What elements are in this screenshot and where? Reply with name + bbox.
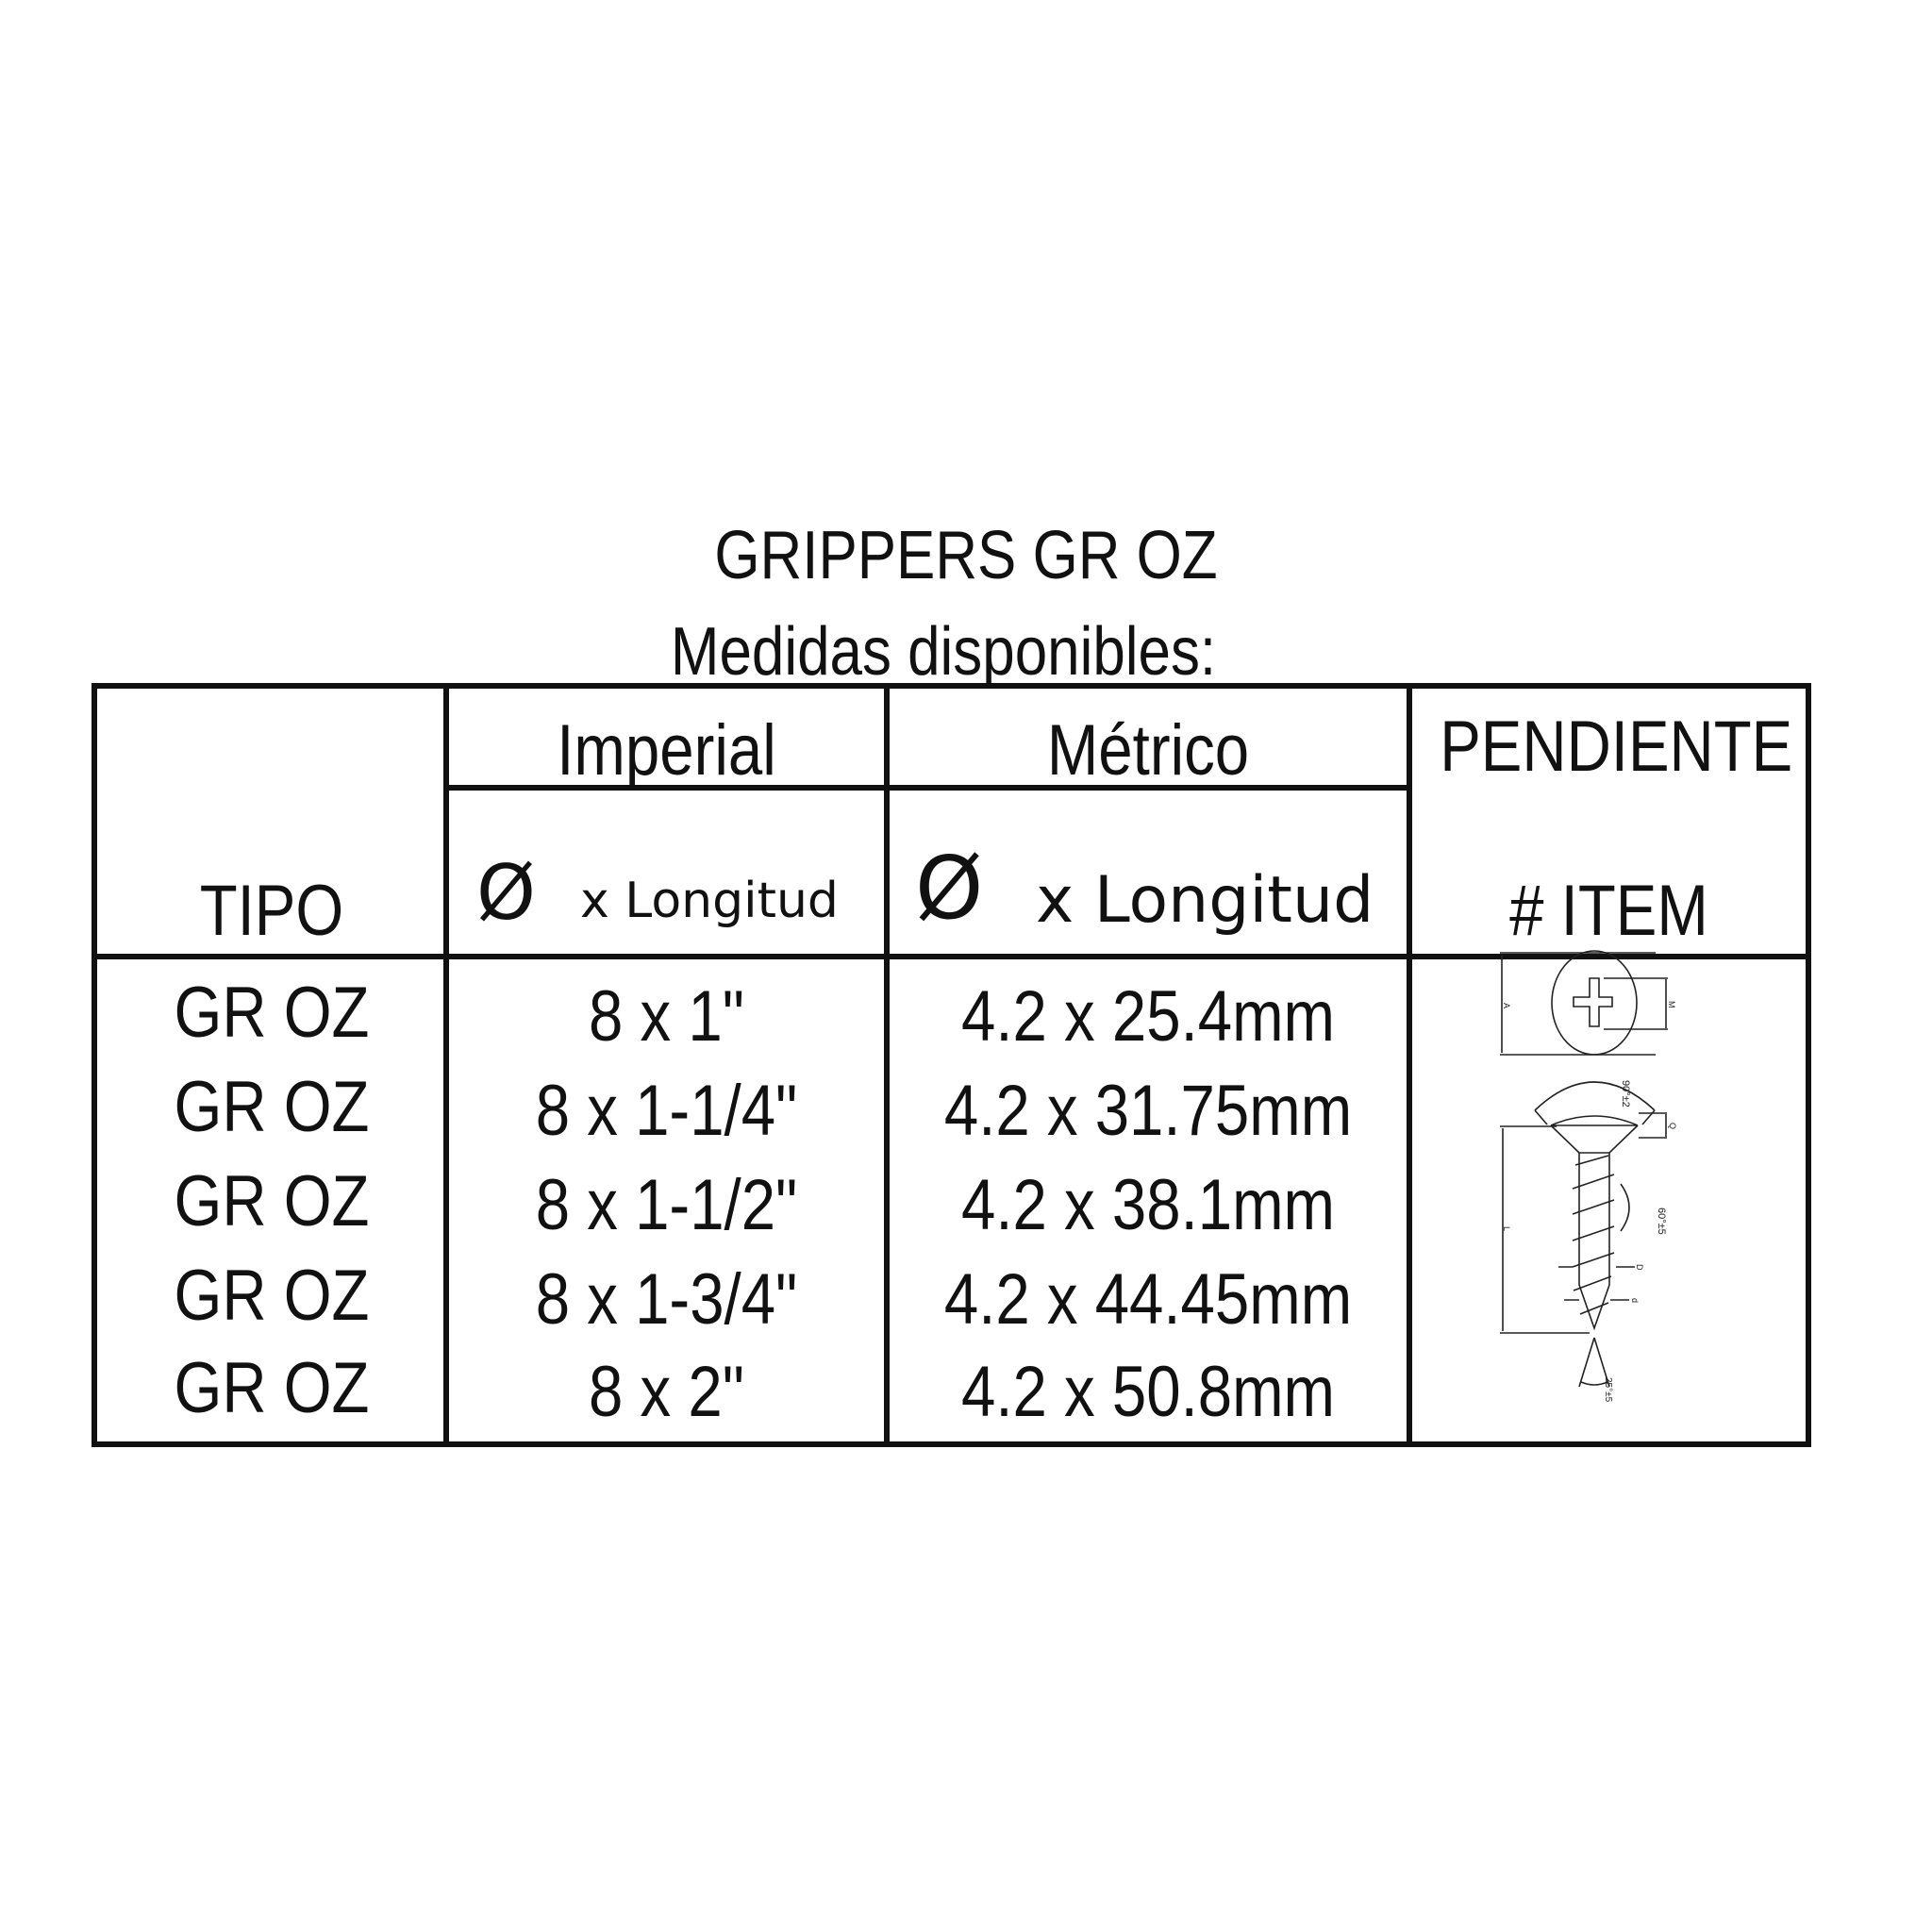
header-imperial-longitud: x Longitud <box>580 873 839 929</box>
table-border-bottom <box>93 1441 1810 1447</box>
table-border-left <box>92 683 97 1447</box>
cell-imperial: 8 x 1-3/4" <box>535 1259 798 1340</box>
label-tip-angle: 25°±5 <box>1603 1377 1613 1403</box>
cell-tipo: GR OZ <box>174 1067 370 1147</box>
cell-imperial: 8 x 1-1/2" <box>535 1165 798 1245</box>
cell-tipo: GR OZ <box>174 1348 370 1428</box>
cell-imperial: 8 x 2" <box>589 1352 744 1432</box>
cell-imperial: 8 x 1-1/4" <box>535 1071 798 1151</box>
label-thread-angle: 60°±5 <box>1656 1208 1667 1235</box>
table-border-right <box>1806 683 1811 1447</box>
subheader-divider <box>446 785 1409 791</box>
header-item: # ITEM <box>1509 871 1708 951</box>
label-a: A <box>1502 1003 1511 1008</box>
header-metrico-longitud: x Longitud <box>1036 863 1374 938</box>
cell-tipo: GR OZ <box>174 1161 370 1241</box>
cell-metrico: 4.2 x 25.4mm <box>961 976 1335 1057</box>
label-d-minor: d <box>1630 1298 1640 1303</box>
label-q: Q <box>1668 1123 1677 1129</box>
header-pendiente: PENDIENTE <box>1440 707 1793 787</box>
diameter-symbol: Ø <box>476 849 536 937</box>
header-metrico: Métrico <box>1046 710 1250 791</box>
cell-metrico: 4.2 x 50.8mm <box>961 1352 1335 1432</box>
page-title: GRIPPERS GR OZ <box>714 518 1218 593</box>
label-m: M <box>1667 1001 1676 1008</box>
cell-tipo: GR OZ <box>174 1256 370 1336</box>
cell-tipo: GR OZ <box>174 973 370 1053</box>
column-divider <box>884 683 890 1447</box>
cell-imperial: 8 x 1" <box>589 976 744 1057</box>
label-l: L <box>1502 1226 1511 1231</box>
column-divider <box>443 683 449 1447</box>
diameter-symbol: Ø <box>915 838 984 939</box>
header-imperial: Imperial <box>557 710 776 791</box>
label-d-major: D <box>1635 1264 1644 1271</box>
column-divider <box>1407 683 1412 1447</box>
header-tipo: TIPO <box>199 871 344 951</box>
label-head-angle: 90°±2 <box>1620 1080 1631 1108</box>
table-border-top <box>93 683 1810 689</box>
header-divider <box>93 954 1810 959</box>
cell-metrico: 4.2 x 31.75mm <box>943 1071 1353 1151</box>
cell-metrico: 4.2 x 44.45mm <box>943 1259 1353 1340</box>
page-subtitle: Medidas disponibles: <box>670 614 1217 690</box>
cell-metrico: 4.2 x 38.1mm <box>961 1165 1335 1245</box>
